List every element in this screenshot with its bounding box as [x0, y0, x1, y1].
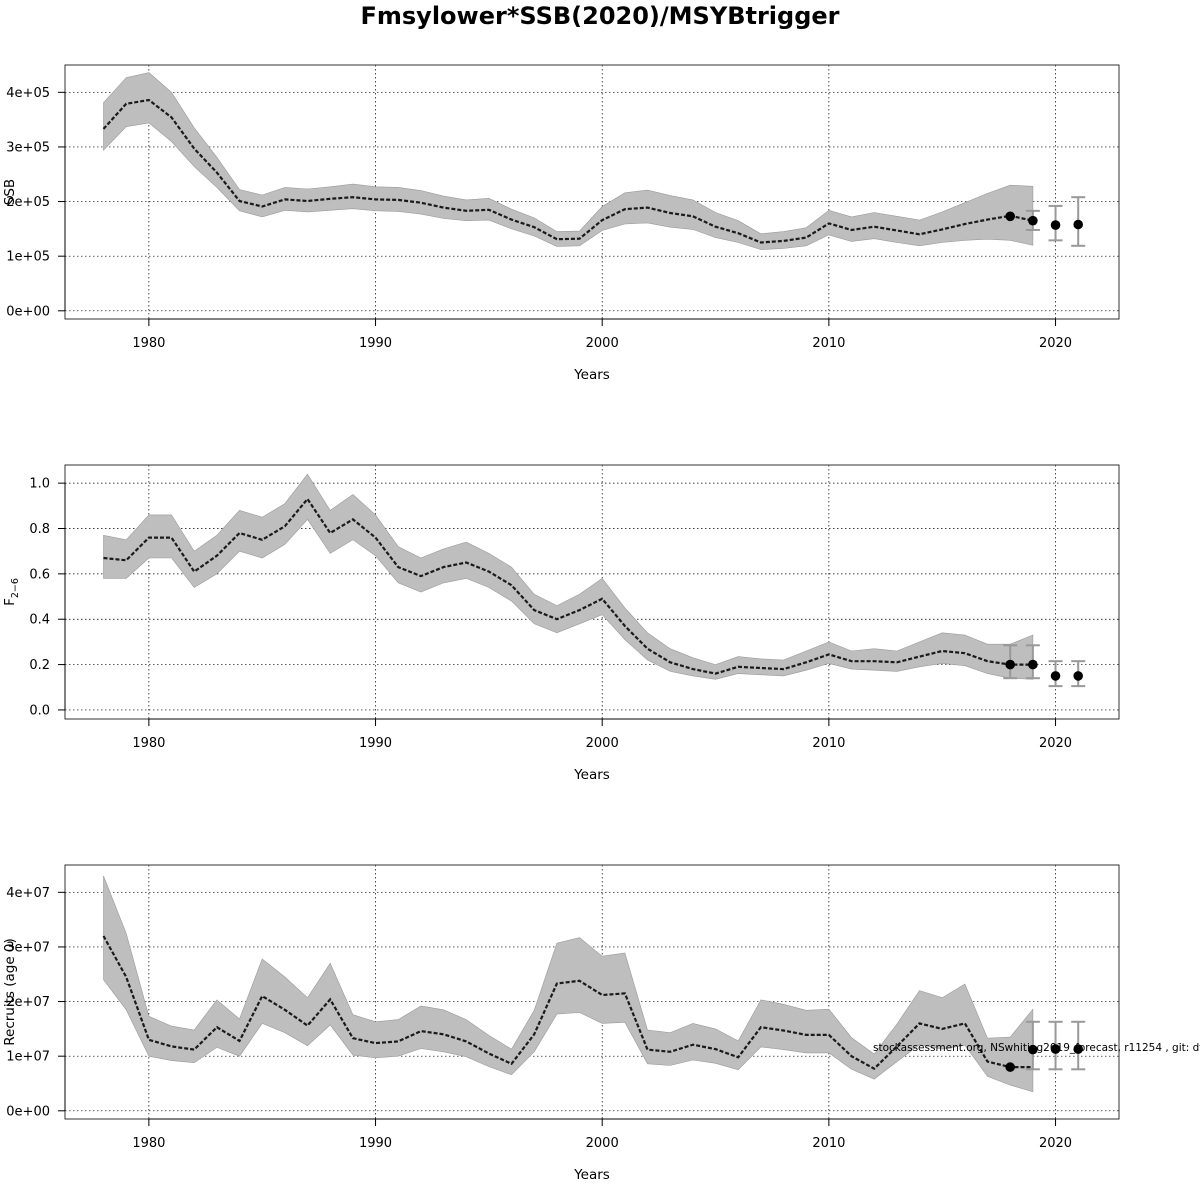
ssb-x-tick-label: 1980 [132, 336, 165, 351]
recruits-forecast-point [1005, 1062, 1015, 1072]
ssb-forecast-point [1028, 215, 1038, 226]
ssb-confidence-band [103, 72, 1034, 250]
f-x-tick-label: 1980 [132, 736, 165, 751]
f-forecast-point [1028, 659, 1038, 670]
recruits-x-tick-label: 1980 [132, 1136, 165, 1151]
f-x-axis-title: Years [573, 767, 610, 783]
recruits-forecast-point [1073, 1044, 1083, 1054]
ssb-forecast-point [1005, 211, 1015, 222]
f-x-tick-label: 2020 [1039, 736, 1072, 751]
source-annotation: stockassessment.org, NSwhiting2019_forec… [873, 1042, 1200, 1054]
recruits-y-tick-label: 2e+07 [6, 995, 50, 1010]
ssb-panel: 1980 1990 2000 2010 2020 0e+00 1e+05 2e+05 3e+05… [2, 64, 1120, 383]
recruits-x-tick-label: 1990 [359, 1136, 392, 1151]
f-y-tick-label: 0.0 [29, 703, 50, 718]
f-y-tick-label: 0.8 [29, 522, 50, 537]
f-x-tick-label: 2000 [586, 736, 619, 751]
ssb-x-tick-label: 2000 [586, 336, 619, 351]
f-y-tick-label: 0.6 [29, 567, 50, 582]
f-y-tick-label: 0.4 [29, 613, 50, 628]
recruits-panel: 1980 1990 2000 2010 2020 0e+00 1e+07 2e+07 3e+07… [2, 864, 1120, 1183]
ssb-forecast-point [1050, 220, 1061, 230]
f-forecast-point [1005, 659, 1015, 670]
ssb-x-axis-title: Years [573, 367, 610, 383]
chart-title: Fmsylower*SSB(2020)/MSYBtrigger [360, 2, 839, 30]
f-y-tick-label: 1.0 [29, 477, 50, 492]
recruits-x-tick-label: 2010 [812, 1136, 845, 1151]
ssb-y-tick-label: 2e+05 [6, 195, 50, 210]
f-forecast-point [1050, 671, 1061, 681]
recruits-confidence-band [103, 875, 1034, 1093]
recruits-x-axis-title: Years [573, 1167, 610, 1183]
ssb-x-tick-label: 2010 [812, 336, 845, 351]
recruits-y-tick-label: 0e+00 [6, 1104, 50, 1119]
f-forecast-point [1073, 671, 1083, 681]
ssb-x-tick-label: 1990 [359, 336, 392, 351]
recruits-x-tick-label: 2000 [586, 1136, 619, 1151]
f-estimate-line [103, 497, 1033, 675]
recruits-y-tick-label: 1e+07 [6, 1050, 50, 1065]
f-confidence-band [103, 473, 1034, 680]
recruits-y-tick-label: 3e+07 [6, 940, 50, 955]
ssb-x-tick-label: 2020 [1039, 336, 1072, 351]
f-x-tick-label: 2010 [812, 736, 845, 751]
recruits-y-tick-label: 4e+07 [6, 886, 50, 901]
ssb-y-axis-title: SSB [2, 179, 18, 205]
f-x-tick-label: 1990 [359, 736, 392, 751]
ssb-y-tick-label: 4e+05 [6, 86, 50, 101]
recruits-x-tick-label: 2020 [1039, 1136, 1072, 1151]
ssb-y-tick-label: 1e+05 [6, 250, 50, 265]
recruits-estimate-line [102, 935, 1033, 1071]
ssb-forecast-point [1073, 219, 1083, 230]
recruits-forecast-point [1028, 1044, 1038, 1055]
ssb-estimate-line [102, 98, 1034, 244]
recruits-y-axis-title: Recruits (age 0) [2, 938, 18, 1046]
recruits-forecast-point [1050, 1044, 1061, 1054]
f-y-tick-label: 0.2 [29, 658, 50, 673]
ssb-y-tick-label: 3e+05 [6, 140, 50, 155]
ssb-y-tick-label: 0e+00 [6, 304, 50, 319]
